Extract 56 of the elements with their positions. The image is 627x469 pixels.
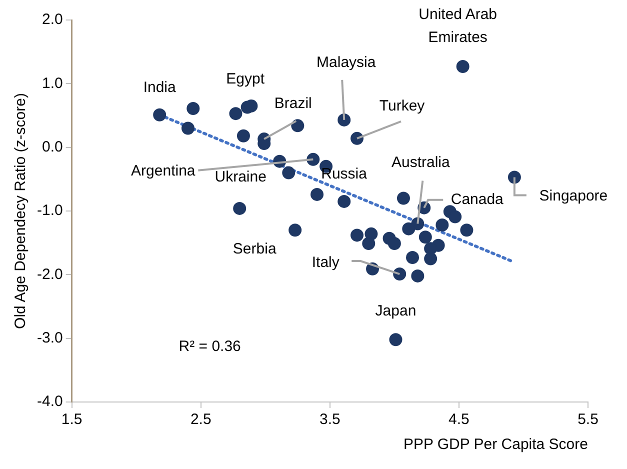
annotation: Egypt xyxy=(226,70,266,88)
point xyxy=(181,122,194,135)
point xyxy=(388,236,401,250)
point xyxy=(389,333,402,346)
point xyxy=(153,108,166,122)
x-tick-label: 4.5 xyxy=(448,411,470,428)
annotation: India xyxy=(143,79,177,96)
x-tick-label: 1.5 xyxy=(61,411,82,428)
point xyxy=(186,102,200,115)
annotation: Japan xyxy=(375,302,416,320)
point xyxy=(448,210,462,224)
point xyxy=(310,188,324,201)
point xyxy=(411,269,424,282)
point xyxy=(436,218,449,232)
point xyxy=(291,119,304,132)
y-tick-label: -1.0 xyxy=(36,202,63,220)
x-tick-label: 5.5 xyxy=(578,411,598,428)
point xyxy=(418,230,432,244)
y-axis-title: Old Age Dependecy Ratio (z-score) xyxy=(12,93,30,329)
point xyxy=(406,250,420,264)
x-tick-label: 3.5 xyxy=(319,411,340,428)
annotation: Singapore xyxy=(539,187,608,204)
point xyxy=(282,166,296,180)
point xyxy=(396,192,410,205)
annotation: Turkey xyxy=(379,98,426,115)
point xyxy=(456,60,470,73)
annotation: Russia xyxy=(321,166,368,183)
y-tick-label: -2.0 xyxy=(36,266,63,283)
annotation: Ukraine xyxy=(214,168,266,186)
point xyxy=(288,224,302,237)
y-tick-label: -4.0 xyxy=(36,393,63,410)
annotation: R² = 0.36 xyxy=(178,338,241,356)
point xyxy=(460,224,474,237)
point xyxy=(338,194,351,208)
annotation: Canada xyxy=(450,190,504,208)
y-tick-label: 2.0 xyxy=(42,11,63,28)
y-tick-label: -3.0 xyxy=(36,329,63,346)
point xyxy=(229,107,242,120)
annotation: Argentina xyxy=(131,162,196,180)
annotation: Brazil xyxy=(274,95,312,112)
point xyxy=(424,252,438,266)
x-axis-title: PPP GDP Per Capita Score xyxy=(403,436,588,454)
point xyxy=(362,236,376,250)
annotation: Serbia xyxy=(232,240,277,258)
annotation: United Arab Emirates xyxy=(418,6,498,46)
point xyxy=(236,129,250,142)
annotation: Malaysia xyxy=(316,54,376,72)
annotation: Italy xyxy=(312,254,340,272)
point xyxy=(233,202,246,215)
point xyxy=(402,222,416,236)
x-tick-label: 2.5 xyxy=(190,411,212,428)
annotation: Australia xyxy=(391,154,451,171)
y-tick-label: 1.0 xyxy=(42,74,63,92)
point xyxy=(424,242,438,256)
point xyxy=(350,228,364,242)
y-tick-label: 0.0 xyxy=(42,138,63,156)
